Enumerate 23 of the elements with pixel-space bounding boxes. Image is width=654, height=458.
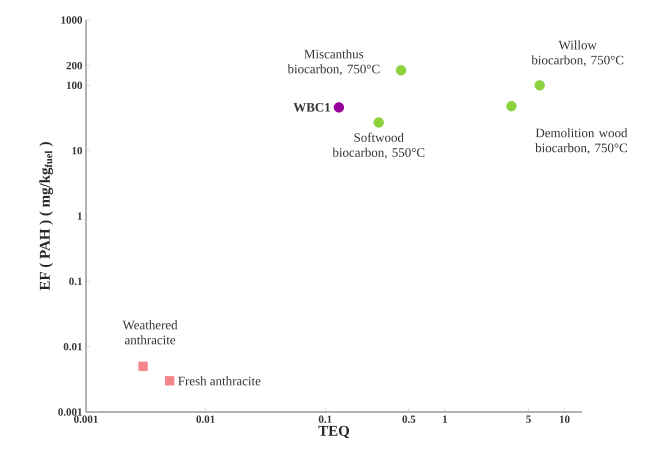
x-tick-label: 0.5 bbox=[402, 416, 416, 423]
y-tick-label: 10 bbox=[72, 146, 82, 154]
annotation: Miscanthus biocarbon, 750°C bbox=[288, 49, 380, 76]
y-tick-label: 0.01 bbox=[64, 342, 82, 350]
annotation: WBC1 bbox=[293, 102, 330, 112]
y-tick-label: 1000 bbox=[61, 16, 82, 24]
x-axis-title: TEQ bbox=[318, 426, 350, 438]
y-tick-label: 0.001 bbox=[58, 408, 82, 416]
y-tick-label: 100 bbox=[66, 82, 82, 90]
x-tick-label: 0.1 bbox=[318, 416, 332, 423]
x-tick-label: 1 bbox=[443, 416, 448, 423]
x-tick-label: 5 bbox=[526, 416, 531, 423]
y-tick-label: 1 bbox=[78, 212, 82, 220]
y-tick-label: 200 bbox=[66, 62, 82, 70]
annotation: Weathered anthracite bbox=[122, 320, 178, 344]
x-tick-label: 0.01 bbox=[196, 416, 215, 423]
annotation: Softwood biocarbon, 550°C bbox=[332, 132, 424, 159]
y-tick-label: 0.1 bbox=[69, 278, 82, 286]
x-tick-label: 10 bbox=[560, 416, 570, 423]
annotation: Fresh anthracite bbox=[178, 376, 260, 386]
annotation: Demolition wood biocarbon, 750°C bbox=[535, 128, 628, 154]
y-axis-title: EF ( PAH ) ( mg/kg$_{fuel}$ ) bbox=[39, 142, 53, 290]
annotation: Willow biocarbon, 750°C bbox=[531, 40, 624, 66]
